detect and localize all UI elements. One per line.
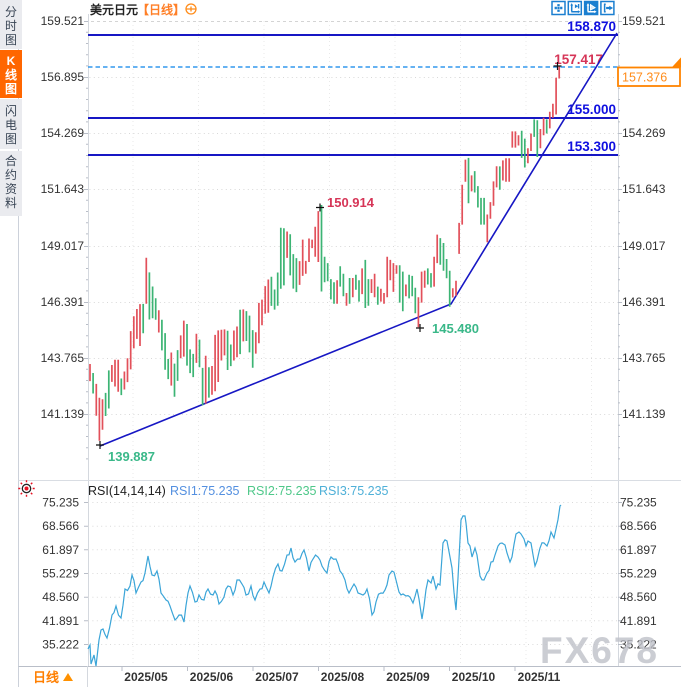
svg-text:153.300: 153.300 <box>567 139 616 154</box>
svg-text:75.235: 75.235 <box>42 496 79 510</box>
svg-text:143.765: 143.765 <box>622 351 666 365</box>
svg-text:157.417: 157.417 <box>554 52 603 67</box>
svg-text:2025/08: 2025/08 <box>321 670 365 684</box>
svg-text:RSI(14,14,14): RSI(14,14,14) <box>88 484 166 498</box>
svg-text:日线: 日线 <box>33 670 59 685</box>
svg-text:2025/06: 2025/06 <box>190 670 234 684</box>
svg-text:约: 约 <box>5 167 17 182</box>
svg-text:68.566: 68.566 <box>620 519 657 533</box>
svg-text:48.560: 48.560 <box>620 590 657 604</box>
svg-text:【日线】: 【日线】 <box>137 2 185 17</box>
svg-text:146.391: 146.391 <box>622 295 666 309</box>
svg-text:139.887: 139.887 <box>108 449 155 464</box>
svg-text:149.017: 149.017 <box>41 239 85 253</box>
svg-text:159.521: 159.521 <box>622 14 666 28</box>
svg-text:68.566: 68.566 <box>42 519 79 533</box>
svg-text:2025/07: 2025/07 <box>255 670 299 684</box>
svg-text:156.895: 156.895 <box>41 70 85 84</box>
svg-text:FX678: FX678 <box>540 630 659 671</box>
svg-text:146.391: 146.391 <box>41 295 85 309</box>
svg-text:48.560: 48.560 <box>42 590 79 604</box>
svg-text:35.222: 35.222 <box>620 638 657 652</box>
svg-text:资: 资 <box>5 182 17 196</box>
svg-text:41.891: 41.891 <box>620 614 657 628</box>
svg-text:K: K <box>7 54 16 68</box>
svg-text:合: 合 <box>5 153 17 168</box>
svg-text:电: 电 <box>5 118 17 132</box>
svg-text:55.229: 55.229 <box>620 567 657 581</box>
svg-text:158.870: 158.870 <box>567 19 616 34</box>
svg-text:料: 料 <box>5 196 17 210</box>
svg-text:图: 图 <box>5 33 17 47</box>
svg-text:155.000: 155.000 <box>567 102 616 117</box>
svg-text:RSI1:75.235: RSI1:75.235 <box>170 484 240 498</box>
svg-text:线: 线 <box>5 67 17 82</box>
svg-text:75.235: 75.235 <box>620 496 657 510</box>
svg-text:2025/11: 2025/11 <box>518 670 561 684</box>
svg-text:149.017: 149.017 <box>622 239 666 253</box>
svg-text:151.643: 151.643 <box>41 182 85 196</box>
svg-text:2025/05: 2025/05 <box>124 670 168 684</box>
svg-text:61.897: 61.897 <box>42 543 79 557</box>
svg-text:159.521: 159.521 <box>41 14 85 28</box>
svg-text:RSI3:75.235: RSI3:75.235 <box>319 484 389 498</box>
svg-text:157.376: 157.376 <box>622 71 667 85</box>
svg-text:154.269: 154.269 <box>41 126 85 140</box>
svg-text:35.222: 35.222 <box>42 638 79 652</box>
svg-text:图: 图 <box>5 82 17 96</box>
svg-text:143.765: 143.765 <box>41 351 85 365</box>
svg-text:分: 分 <box>5 5 17 19</box>
svg-text:154.269: 154.269 <box>622 126 666 140</box>
svg-text:61.897: 61.897 <box>620 543 657 557</box>
svg-text:41.891: 41.891 <box>42 614 79 628</box>
svg-text:RSI2:75.235: RSI2:75.235 <box>247 484 317 498</box>
svg-text:141.139: 141.139 <box>622 407 666 421</box>
svg-text:141.139: 141.139 <box>41 407 85 421</box>
svg-text:图: 图 <box>5 132 17 146</box>
svg-text:55.229: 55.229 <box>42 567 79 581</box>
svg-text:2025/09: 2025/09 <box>386 670 430 684</box>
svg-text:时: 时 <box>5 19 17 33</box>
svg-text:145.480: 145.480 <box>432 321 479 336</box>
svg-text:150.914: 150.914 <box>327 195 375 210</box>
svg-text:闪: 闪 <box>5 104 17 118</box>
svg-text:151.643: 151.643 <box>622 182 666 196</box>
svg-text:美元日元: 美元日元 <box>90 2 138 17</box>
svg-text:2025/10: 2025/10 <box>452 670 496 684</box>
